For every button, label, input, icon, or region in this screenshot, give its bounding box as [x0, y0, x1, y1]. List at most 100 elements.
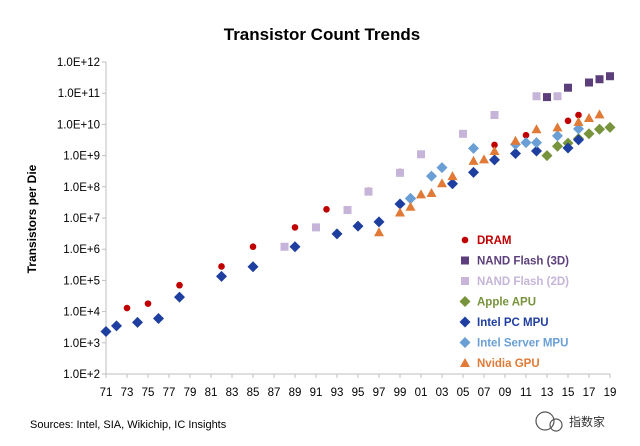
data-point-nvidia-gpu [584, 113, 594, 123]
x-tick-label: 75 [142, 387, 155, 399]
data-point-nvidia-gpu [374, 227, 384, 237]
y-axis-title: Transistors per Die [25, 164, 39, 273]
y-tick-label: 1.0E+10 [57, 119, 100, 131]
x-tick-label: 99 [394, 387, 407, 399]
y-tick-label: 1.0E+12 [57, 57, 100, 69]
data-point-nvidia-gpu [437, 178, 447, 188]
x-tick-label: 91 [310, 387, 323, 399]
data-point-nvidia-gpu [489, 146, 500, 156]
data-point-nvidia-gpu [395, 207, 405, 217]
x-tick-label: 93 [331, 387, 344, 399]
legend-label-intel-pc-mpu: Intel PC MPU [477, 317, 549, 329]
data-point-intel-pc-mpu [562, 142, 574, 154]
x-tick-label: 89 [289, 387, 302, 399]
data-point-intel-pc-mpu [394, 198, 406, 210]
legend: DRAM NAND Flash (3D) NAND Flash (2D) Apple … [459, 235, 569, 370]
data-point-dram [291, 224, 299, 231]
chart-title: Transistor Count Trends [224, 25, 420, 44]
data-point-nand-flash-2d [343, 206, 352, 215]
data-point-intel-pc-mpu [352, 220, 364, 232]
data-point-nvidia-gpu [426, 188, 437, 198]
watermark: 指数家 [535, 411, 605, 432]
data-point-nand-flash-2d [364, 187, 373, 196]
x-tick-labels: 71 73 75 77 79 81 83 85 87 89 91 93 95 97 99 01 03 05 07 09… [100, 374, 616, 399]
data-point-intel-pc-mpu [373, 216, 385, 228]
data-point-nand-flash-2d [280, 242, 289, 251]
data-point-intel-pc-mpu [100, 326, 112, 338]
data-point-nand-flash-3d [543, 93, 551, 102]
data-point-intel-pc-mpu [331, 228, 343, 240]
data-point-dram [218, 263, 225, 270]
data-point-intel-server-mpu [531, 137, 542, 149]
legend-marker-dram [461, 236, 469, 244]
data-point-nand-flash-3d [585, 78, 593, 87]
data-point-nand-flash-2d [417, 150, 425, 159]
series-nand-flash-2d [280, 92, 562, 251]
data-point-intel-pc-mpu [573, 134, 584, 146]
data-point-dram [123, 304, 131, 312]
data-point-nand-flash-2d [490, 111, 499, 120]
data-point-intel-server-mpu [405, 193, 416, 205]
y-tick-label: 1.0E+8 [63, 182, 100, 194]
y-tick-label: 1.0E+4 [63, 307, 100, 319]
x-tick-label: 15 [562, 387, 575, 399]
data-point-nvidia-gpu [573, 116, 584, 126]
x-tick-label: 09 [499, 387, 512, 399]
data-point-nvidia-gpu [531, 124, 542, 134]
x-tick-label: 87 [268, 387, 281, 399]
data-point-nand-flash-2d [553, 92, 562, 101]
data-point-intel-pc-mpu [468, 166, 479, 178]
data-point-nvidia-gpu [479, 154, 489, 164]
legend-marker-intel-pc-mpu [459, 316, 471, 328]
data-point-intel-pc-mpu [489, 154, 500, 166]
legend-label-apple-apu: Apple APU [477, 297, 536, 309]
data-point-intel-pc-mpu [531, 145, 542, 157]
data-point-intel-server-mpu [552, 130, 563, 142]
y-tick-label: 1.0E+7 [63, 213, 100, 225]
data-point-nand-flash-3d [564, 83, 572, 92]
data-point-nvidia-gpu [510, 135, 521, 145]
data-point-intel-pc-mpu [447, 178, 458, 190]
data-point-nand-flash-3d [606, 72, 614, 81]
data-point-intel-pc-mpu [510, 147, 521, 159]
y-tick-labels: 1.0E+2 1.0E+3 1.0E+4 1.0E+5 1.0E+6 1.0E+7 1.0E… [57, 57, 106, 381]
legend-marker-nvidia-gpu [460, 358, 470, 367]
x-tick-label: 17 [583, 387, 596, 399]
data-point-nvidia-gpu [405, 201, 416, 211]
legend-marker-nand-flash-2d [461, 277, 469, 285]
legend-label-dram: DRAM [477, 235, 512, 247]
x-tick-label: 01 [415, 387, 428, 399]
x-tick-label: 13 [541, 387, 554, 399]
data-point-dram [323, 206, 330, 213]
y-tick-label: 1.0E+3 [63, 338, 100, 350]
data-point-intel-server-mpu [436, 162, 448, 174]
x-tick-label: 85 [247, 387, 260, 399]
data-point-intel-pc-mpu [247, 261, 259, 273]
data-point-nvidia-gpu [594, 109, 605, 119]
y-tick-label: 1.0E+5 [63, 275, 100, 287]
data-point-nvidia-gpu [468, 155, 479, 165]
series-group [100, 72, 616, 338]
data-point-apple-apu [541, 150, 553, 162]
data-point-intel-server-mpu [468, 142, 479, 154]
data-point-nvidia-gpu [416, 189, 426, 199]
x-tick-label: 79 [184, 387, 197, 399]
data-point-intel-pc-mpu [216, 270, 227, 282]
x-tick-label: 03 [436, 387, 449, 399]
legend-label-nand-flash-2d: NAND Flash (2D) [477, 276, 569, 288]
data-point-dram [491, 141, 498, 149]
data-point-dram [176, 281, 183, 289]
series-intel-server-mpu [405, 123, 584, 205]
x-tick-label: 11 [520, 387, 532, 399]
data-point-intel-pc-mpu [153, 313, 164, 325]
data-point-intel-pc-mpu [289, 241, 301, 253]
series-nvidia-gpu [374, 109, 605, 237]
data-point-dram [249, 243, 257, 251]
data-point-intel-server-mpu [573, 123, 584, 135]
data-point-dram [144, 300, 152, 307]
data-point-intel-pc-mpu [174, 291, 185, 303]
series-nand-flash-3d [543, 72, 614, 102]
x-tick-label: 71 [100, 387, 113, 399]
x-tick-label: 95 [352, 387, 365, 399]
